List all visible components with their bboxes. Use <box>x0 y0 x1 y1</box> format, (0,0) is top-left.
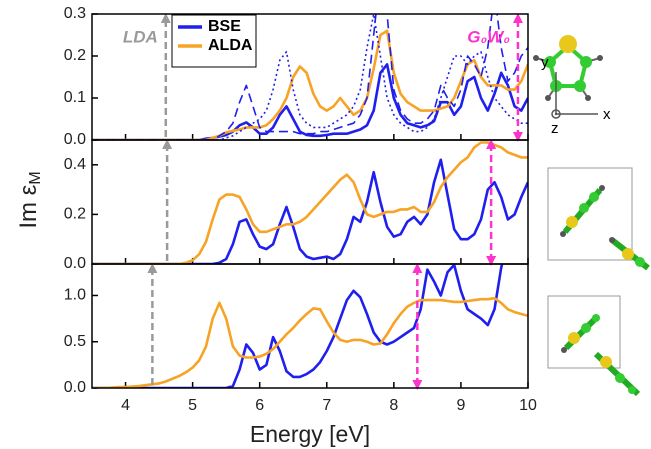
y-axis-label: Im εM <box>15 171 44 228</box>
legend-label: BSE <box>208 18 241 35</box>
y-tick-label: 1.0 <box>64 287 86 304</box>
y-tick-label: 0.0 <box>64 255 86 272</box>
x-tick-label: 8 <box>389 397 398 414</box>
panel-frame <box>91 263 529 389</box>
y-tick-label: 0.2 <box>64 47 86 64</box>
panel-frame <box>91 139 529 265</box>
y-tick-label: 0.0 <box>64 131 86 148</box>
x-tick-label: 6 <box>255 397 264 414</box>
marker-label: G₀W₀ <box>467 27 510 46</box>
molecule-inset <box>547 167 650 271</box>
y-tick-label: 0.0 <box>64 379 86 396</box>
x-tick-label: 7 <box>322 397 331 414</box>
plot-area <box>92 141 528 264</box>
series-line <box>92 14 528 140</box>
plot-area <box>92 14 528 140</box>
legend-box <box>171 14 257 68</box>
x-tick-label: 5 <box>188 397 197 414</box>
series-line <box>92 63 528 140</box>
molecule-inset <box>547 295 641 397</box>
y-axis-label-sub: M <box>27 171 44 184</box>
plot-area <box>92 264 528 388</box>
y-tick-label: 0.5 <box>64 333 86 350</box>
series-line <box>92 29 528 140</box>
series-line <box>92 141 528 264</box>
x-tick-label: 10 <box>519 397 537 414</box>
axis-label: x <box>603 106 611 123</box>
axis-label: y <box>541 54 549 71</box>
series-line <box>92 158 528 264</box>
x-tick-label: 4 <box>121 397 130 414</box>
y-tick-label: 0.3 <box>64 5 86 22</box>
y-tick-label: 0.2 <box>64 206 86 223</box>
series-line <box>92 264 504 388</box>
marker-label: LDA <box>123 27 158 46</box>
series-line <box>92 14 528 140</box>
x-axis-label: Energy [eV] <box>250 421 370 447</box>
x-tick-label: 9 <box>456 397 465 414</box>
series-line <box>92 296 528 388</box>
y-tick-label: 0.4 <box>64 156 86 173</box>
legend-label: ALDA <box>208 37 253 54</box>
y-tick-label: 0.1 <box>64 89 86 106</box>
axis-label: z <box>551 120 559 137</box>
molecule-inset: y x z <box>533 35 611 137</box>
y-axis-label-main: Im ε <box>15 184 42 228</box>
